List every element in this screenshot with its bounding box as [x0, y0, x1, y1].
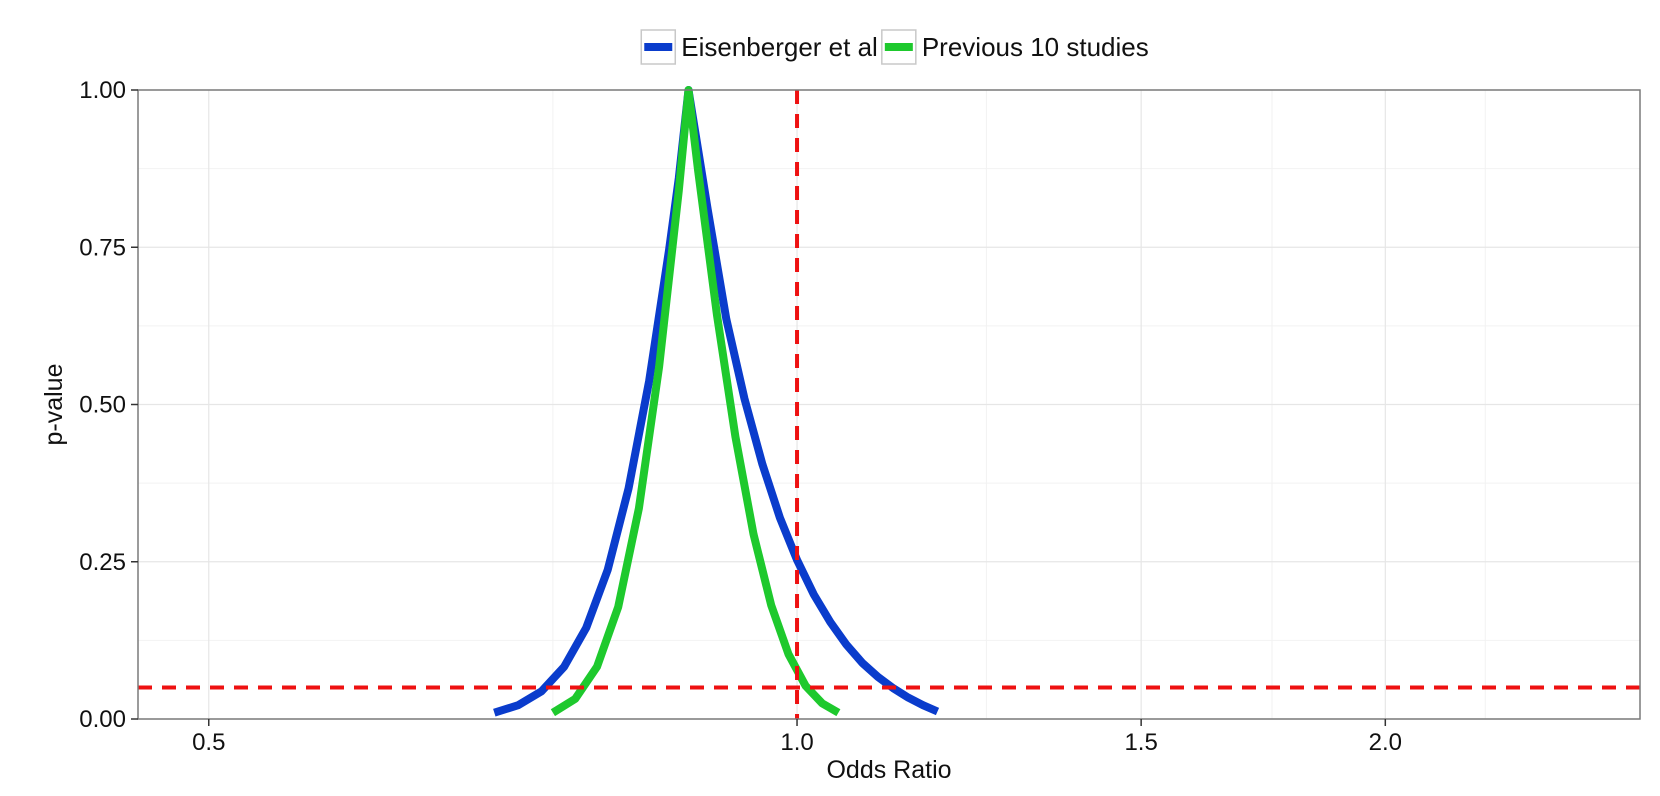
- grid-lines: [138, 89, 1640, 720]
- y-tick-label: 0.00: [79, 706, 126, 733]
- y-tick-label: 0.50: [79, 392, 126, 419]
- y-tick-label: 1.00: [79, 77, 126, 104]
- series-line-2: [550, 86, 841, 717]
- reference-lines: [138, 90, 1640, 719]
- axes: 0.00 0.25 0.50 0.75 1.00 0.5 1.0 1.5 2.0: [79, 77, 1402, 756]
- x-tick-label: 1.5: [1124, 729, 1157, 756]
- x-tick-label: 0.5: [192, 729, 225, 756]
- series-lines: [493, 86, 940, 717]
- legend-label-2: Previous 10 studies: [922, 32, 1149, 62]
- y-axis-title: p-value: [40, 364, 68, 446]
- y-tick-label: 0.75: [79, 234, 126, 261]
- x-tick-label: 2.0: [1369, 729, 1402, 756]
- x-axis-title: Odds Ratio: [826, 756, 951, 784]
- series-line-1: [493, 86, 940, 717]
- y-tick-label: 0.25: [79, 549, 126, 576]
- legend-label-1: Eisenberger et al: [681, 32, 878, 62]
- x-tick-label: 1.0: [780, 729, 813, 756]
- legend: Eisenberger et al Previous 10 studies: [640, 29, 1149, 65]
